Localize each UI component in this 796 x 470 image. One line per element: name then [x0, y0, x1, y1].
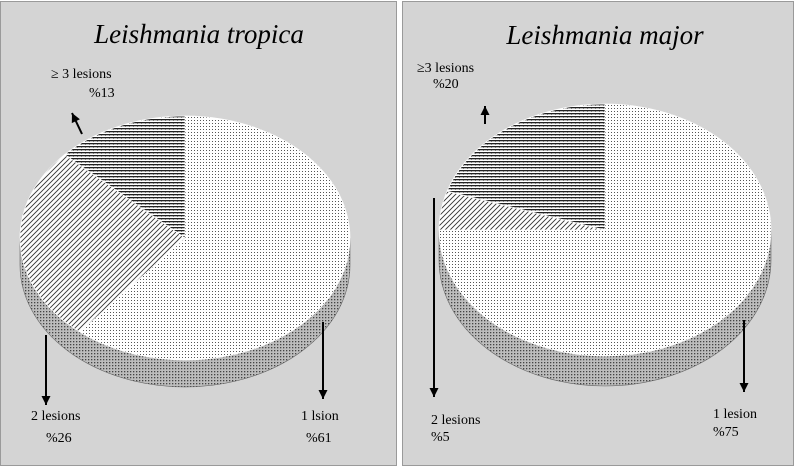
pointer-arrow	[739, 320, 749, 392]
pointer-arrow	[41, 335, 51, 405]
pie-slice-3	[64, 115, 186, 239]
pointer-arrow	[480, 106, 490, 124]
pie-slice-3	[446, 103, 606, 231]
pie-slice-1	[79, 115, 351, 361]
slice-label: 2 lesions	[31, 409, 80, 424]
slice-label: ≥3 lesions	[417, 61, 474, 76]
slice-value-label: %26	[46, 431, 72, 446]
slice-value-label: %75	[713, 425, 739, 440]
slice-label: ≥ 3 lesions	[51, 67, 112, 82]
slice-label: 1 lesion	[713, 407, 757, 422]
slice-value-label: %20	[433, 77, 459, 92]
pointer-arrow	[318, 322, 328, 399]
pie-chart-major: Leishmania major 1 lesion %75 2 lesions %5 ≥…	[417, 20, 772, 445]
slice-value-label: %5	[431, 430, 450, 445]
pointer-arrow	[429, 198, 439, 397]
pointer-arrow	[71, 112, 83, 135]
slice-value-label: %13	[89, 86, 115, 101]
pie-chart-tropica: Leishmania tropica 1 lsion %61 2 lesions %2…	[19, 19, 351, 446]
slice-value-label: %61	[306, 431, 332, 446]
chart-title: Leishmania tropica	[93, 19, 304, 49]
pie-panel-major: Leishmania major 1 lesion %75 2 lesions %5 ≥…	[402, 1, 794, 466]
pie-slice-2	[19, 154, 186, 333]
chart-title: Leishmania major	[505, 20, 704, 50]
slice-label: 2 lesions	[431, 413, 480, 428]
slice-label: 1 lsion	[301, 409, 339, 424]
pie-slice-1	[438, 103, 772, 357]
pie-panel-tropica: Leishmania tropica 1 lsion %61 2 lesions %2…	[0, 1, 397, 466]
